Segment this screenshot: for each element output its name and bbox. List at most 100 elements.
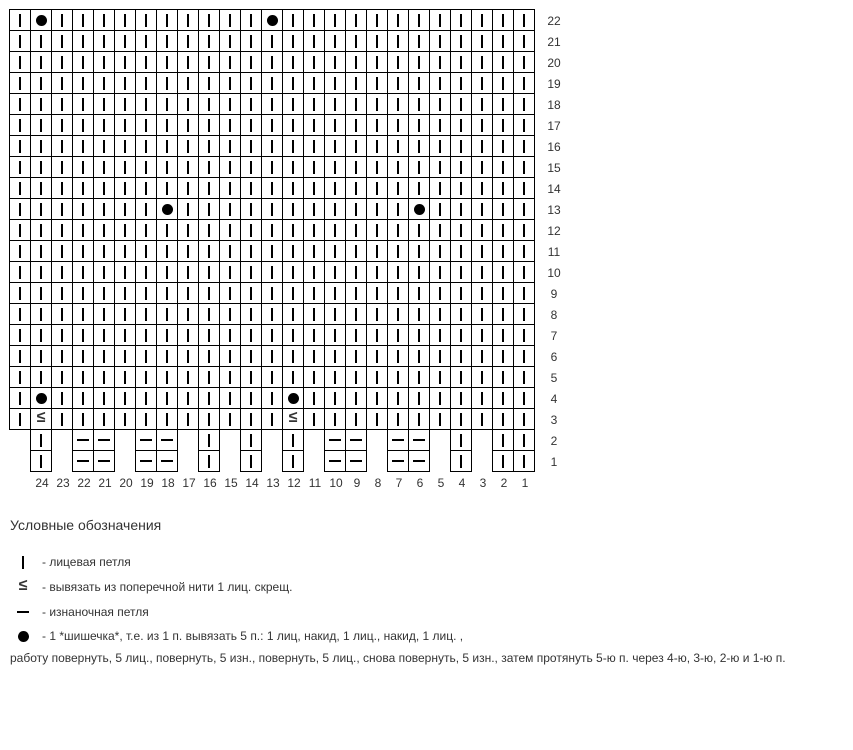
knit-symbol bbox=[19, 56, 21, 69]
knit-symbol bbox=[334, 161, 336, 174]
chart-cell bbox=[324, 72, 346, 94]
knit-symbol bbox=[124, 182, 126, 195]
chart-cell bbox=[177, 135, 199, 157]
knit-symbol bbox=[166, 98, 168, 111]
chart-cell bbox=[72, 387, 94, 409]
row-label: 8 bbox=[535, 308, 567, 322]
chart-cell bbox=[198, 240, 220, 262]
knit-symbol bbox=[292, 434, 294, 447]
chart-cell bbox=[114, 303, 136, 325]
knit-symbol bbox=[334, 56, 336, 69]
column-label: 15 bbox=[220, 476, 242, 490]
chart-cell bbox=[366, 198, 388, 220]
knit-symbol bbox=[187, 266, 189, 279]
chart-row: 20 bbox=[10, 52, 567, 73]
chart-cell bbox=[198, 93, 220, 115]
chart-cell bbox=[72, 135, 94, 157]
knit-symbol bbox=[82, 350, 84, 363]
knit-symbol bbox=[523, 392, 525, 405]
knit-symbol bbox=[40, 203, 42, 216]
knit-symbol bbox=[376, 308, 378, 321]
chart-grid: 22212019181716151413121110987654≤≤321 bbox=[10, 10, 567, 472]
knit-symbol bbox=[145, 392, 147, 405]
knit-symbol bbox=[103, 56, 105, 69]
knit-symbol bbox=[145, 119, 147, 132]
knit-symbol bbox=[103, 266, 105, 279]
chart-cell bbox=[156, 240, 178, 262]
chart-cell bbox=[9, 324, 31, 346]
chart-cell bbox=[240, 408, 262, 430]
chart-cell bbox=[492, 177, 514, 199]
knit-symbol bbox=[271, 182, 273, 195]
knit-symbol bbox=[145, 413, 147, 426]
knit-symbol bbox=[439, 56, 441, 69]
purl-symbol bbox=[161, 460, 173, 462]
chart-cell bbox=[198, 114, 220, 136]
chart-cell bbox=[198, 282, 220, 304]
knit-symbol bbox=[376, 371, 378, 384]
row-label: 17 bbox=[535, 119, 567, 133]
chart-cell bbox=[408, 324, 430, 346]
legend: Условные обозначения - лицевая петля≤- в… bbox=[10, 517, 843, 665]
knit-symbol bbox=[40, 56, 42, 69]
chart-cell bbox=[156, 72, 178, 94]
purl-symbol bbox=[329, 439, 341, 441]
chart-cell bbox=[261, 450, 283, 472]
chart-cell bbox=[261, 282, 283, 304]
chart-cell bbox=[450, 72, 472, 94]
knit-symbol bbox=[82, 182, 84, 195]
knit-symbol bbox=[250, 119, 252, 132]
chart-row: 14 bbox=[10, 178, 567, 199]
knit-symbol bbox=[82, 308, 84, 321]
knit-symbol bbox=[271, 140, 273, 153]
chart-cell bbox=[492, 408, 514, 430]
chart-cell bbox=[198, 345, 220, 367]
chart-cell bbox=[345, 72, 367, 94]
chart-cell bbox=[51, 72, 73, 94]
chart-cell bbox=[72, 72, 94, 94]
chart-cell bbox=[345, 261, 367, 283]
knit-symbol bbox=[481, 203, 483, 216]
chart-cell bbox=[345, 282, 367, 304]
chart-cell bbox=[387, 387, 409, 409]
knit-symbol bbox=[124, 287, 126, 300]
knit-symbol bbox=[523, 161, 525, 174]
knit-symbol bbox=[124, 371, 126, 384]
knit-symbol bbox=[124, 119, 126, 132]
purl-symbol bbox=[77, 439, 89, 441]
legend-row: - 1 *шишечка*, т.е. из 1 п. вывязать 5 п… bbox=[10, 629, 843, 643]
knit-symbol bbox=[355, 371, 357, 384]
chart-cell bbox=[324, 219, 346, 241]
chart-cell bbox=[30, 135, 52, 157]
knit-symbol bbox=[502, 266, 504, 279]
chart-cell bbox=[261, 324, 283, 346]
knit-symbol bbox=[460, 308, 462, 321]
bobble-symbol bbox=[162, 204, 173, 215]
legend-title: Условные обозначения bbox=[10, 517, 843, 533]
chart-cell bbox=[303, 324, 325, 346]
chart-cell bbox=[345, 240, 367, 262]
knit-symbol bbox=[523, 98, 525, 111]
chart-cell bbox=[51, 366, 73, 388]
chart-cell bbox=[450, 345, 472, 367]
chart-cell bbox=[282, 261, 304, 283]
chart-cell: ≤ bbox=[30, 408, 52, 430]
knit-symbol bbox=[208, 35, 210, 48]
chart-cell bbox=[471, 93, 493, 115]
chart-cell bbox=[219, 114, 241, 136]
chart-cell bbox=[198, 450, 220, 472]
knit-symbol bbox=[313, 266, 315, 279]
knit-symbol bbox=[82, 371, 84, 384]
knit-symbol bbox=[292, 182, 294, 195]
chart-cell bbox=[93, 240, 115, 262]
chart-cell bbox=[9, 366, 31, 388]
chart-cell bbox=[51, 282, 73, 304]
knit-symbol bbox=[418, 35, 420, 48]
knit-symbol bbox=[376, 350, 378, 363]
knit-symbol bbox=[166, 224, 168, 237]
chart-cell bbox=[366, 135, 388, 157]
chart-cell bbox=[135, 93, 157, 115]
knit-symbol bbox=[61, 119, 63, 132]
knit-symbol bbox=[124, 14, 126, 27]
chart-cell bbox=[492, 303, 514, 325]
